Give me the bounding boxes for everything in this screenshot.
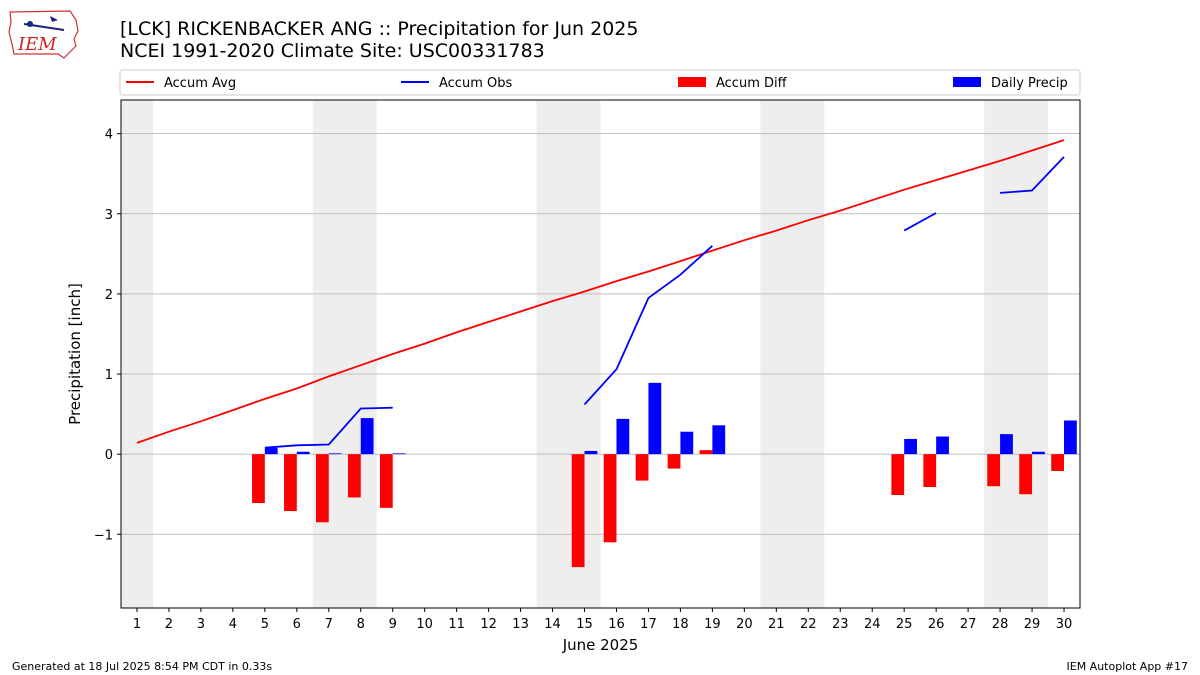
- x-tick-label: 4: [229, 617, 237, 632]
- legend-swatch-bar: [953, 77, 981, 87]
- y-tick-label: −1: [94, 528, 113, 543]
- accum-diff-bar: [379, 454, 393, 508]
- accum-diff-bar: [987, 454, 1001, 487]
- x-tick-label: 26: [928, 617, 945, 632]
- x-tick-label: 29: [1024, 617, 1041, 632]
- x-tick-label: 3: [197, 617, 205, 632]
- accum-diff-bar: [284, 454, 297, 512]
- x-tick-label: 23: [832, 617, 849, 632]
- x-tick-label: 15: [576, 617, 593, 632]
- x-tick-label: 18: [672, 617, 689, 632]
- x-tick-label: 5: [261, 617, 269, 632]
- daily-precip-bar: [904, 438, 917, 455]
- x-tick-label: 19: [704, 617, 721, 632]
- x-tick-label: 6: [293, 617, 301, 632]
- legend-swatch-bar: [678, 77, 706, 87]
- daily-precip-bar: [712, 425, 726, 455]
- x-tick-label: 1: [133, 617, 141, 632]
- y-tick-label: 3: [105, 208, 113, 223]
- daily-precip-bar: [616, 418, 630, 455]
- weekend-shade: [312, 100, 377, 608]
- accum-diff-bar: [891, 454, 905, 496]
- x-tick-label: 10: [416, 617, 433, 632]
- y-axis-label: Precipitation [inch]: [66, 283, 84, 425]
- daily-precip-bar: [680, 431, 694, 455]
- legend-box: [119, 69, 1081, 96]
- x-tick-label: 11: [448, 617, 465, 632]
- x-tick-label: 2: [165, 617, 173, 632]
- iowa-state-outline-icon: [8, 10, 79, 59]
- accum-diff-bar: [603, 454, 617, 543]
- daily-precip-bar: [264, 447, 278, 455]
- x-tick-label: 25: [896, 617, 913, 632]
- x-tick-label: 7: [325, 617, 333, 632]
- accum-obs-line: [583, 245, 714, 406]
- weekend-shade: [536, 100, 601, 608]
- accum-diff-bar: [635, 454, 649, 481]
- x-axis-label: June 2025: [562, 636, 639, 654]
- accum-obs-line: [264, 406, 393, 449]
- x-tick-label: 28: [992, 617, 1009, 632]
- legend-label: Daily Precip: [991, 76, 1068, 91]
- accum-diff-bar: [699, 450, 713, 455]
- chart-title: [LCK] RICKENBACKER ANG :: Precipitation …: [120, 18, 639, 40]
- chart-subtitle: NCEI 1991-2020 Climate Site: USC00331783: [120, 40, 545, 62]
- weekend-shade: [121, 100, 153, 608]
- weekend-shade: [760, 100, 825, 608]
- accum-diff-bar: [347, 454, 361, 498]
- x-tick-label: 17: [640, 617, 657, 632]
- accum-avg-line: [136, 139, 1065, 444]
- accum-diff-bar: [667, 454, 681, 469]
- x-tick-label: 21: [768, 617, 785, 632]
- accum-diff-bar: [315, 454, 329, 523]
- x-tick-label: 30: [1056, 617, 1073, 632]
- app-footer: IEM Autoplot App #17: [1066, 660, 1189, 673]
- plot-frame: [120, 99, 1081, 609]
- daily-precip-bar: [936, 436, 949, 455]
- accum-diff-bar: [571, 454, 585, 568]
- x-tick-label: 20: [736, 617, 753, 632]
- x-tick-label: 16: [608, 617, 625, 632]
- daily-precip-bar: [1064, 420, 1077, 455]
- legend-label: Accum Avg: [164, 76, 236, 91]
- x-tick-label: 22: [800, 617, 817, 632]
- y-tick-label: 1: [105, 368, 113, 383]
- y-tick-label: 2: [105, 288, 113, 303]
- x-tick-label: 13: [512, 617, 529, 632]
- logo-text: IEM: [17, 34, 57, 55]
- y-tick-label: 0: [105, 448, 113, 463]
- accum-diff-bar: [923, 454, 937, 488]
- legend-label: Accum Obs: [439, 76, 512, 91]
- generated-footer: Generated at 18 Jul 2025 8:54 PM CDT in …: [12, 660, 273, 673]
- daily-precip-bar: [360, 418, 374, 455]
- y-tick-label: 4: [105, 128, 113, 143]
- x-tick-label: 9: [389, 617, 397, 632]
- daily-precip-bar: [328, 453, 342, 455]
- daily-precip-bar: [296, 451, 310, 455]
- accum-diff-bar: [1051, 454, 1065, 471]
- accum-obs-line: [903, 212, 937, 232]
- weekend-shade: [984, 100, 1049, 608]
- x-tick-label: 24: [864, 617, 881, 632]
- daily-precip-bar: [648, 382, 662, 455]
- accum-diff-bar: [1019, 454, 1033, 495]
- x-tick-label: 27: [960, 617, 977, 632]
- x-tick-label: 12: [480, 617, 497, 632]
- iem-logo: IEM: [8, 10, 79, 59]
- accum-obs-line: [1000, 156, 1065, 194]
- legend-label: Accum Diff: [716, 76, 788, 91]
- x-tick-label: 8: [357, 617, 365, 632]
- daily-precip-bar: [392, 453, 406, 455]
- daily-precip-bar: [1032, 451, 1045, 455]
- daily-precip-bar: [1000, 434, 1013, 455]
- accum-diff-bar: [252, 454, 265, 504]
- daily-precip-bar: [584, 450, 598, 455]
- x-tick-label: 14: [544, 617, 561, 632]
